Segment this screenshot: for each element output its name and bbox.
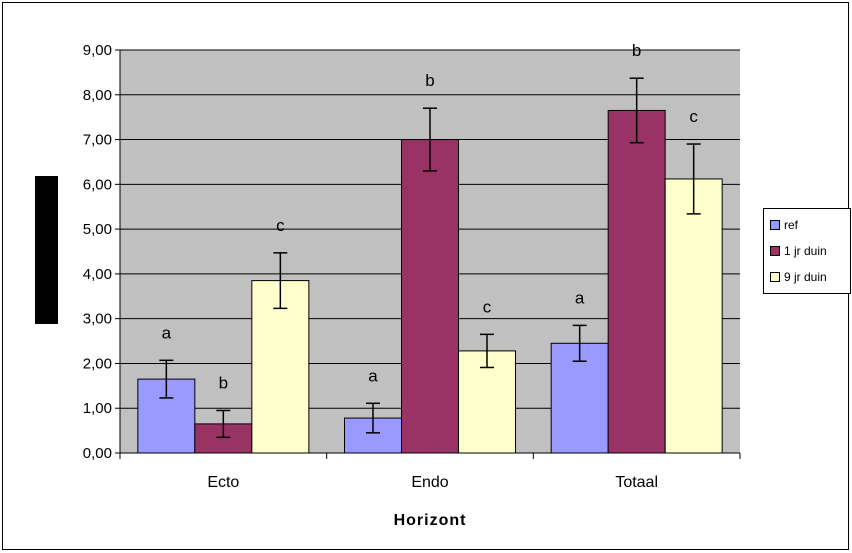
significance-letters: a b c a b c a b c: [162, 41, 699, 392]
legend-label-1-jr-duin: 1 jr duin: [784, 244, 827, 258]
y-tick-label: 2,00: [83, 355, 112, 372]
significance-letter: b: [425, 71, 434, 90]
x-axis-category-labels: Ecto Endo Totaal: [119, 453, 741, 491]
x-category-label: Totaal: [615, 474, 658, 491]
y-tick-label: 1,00: [83, 400, 112, 417]
significance-letter: b: [632, 41, 641, 60]
error-bars: [159, 77, 701, 439]
y-tick-label: 4,00: [83, 266, 112, 283]
legend-label-ref: ref: [784, 218, 799, 232]
y-tick-label: 6,00: [83, 176, 112, 193]
bars: [137, 109, 723, 454]
y-tick-label: 7,00: [83, 132, 112, 149]
significance-letter: b: [219, 373, 228, 392]
bar: [664, 178, 723, 454]
significance-letter: c: [276, 216, 285, 235]
legend-swatch-1-jr-duin: [770, 246, 780, 256]
legend-label-9-jr-duin: 9 jr duin: [784, 270, 827, 284]
y-tick-label: 3,00: [83, 311, 112, 328]
x-category-label: Endo: [411, 474, 448, 491]
legend-swatch-9-jr-duin: [770, 272, 780, 282]
significance-letter: c: [689, 107, 698, 126]
legend-swatch-ref: [770, 220, 780, 230]
significance-letter: a: [162, 323, 172, 342]
legend-item-1-jr-duin: 1 jr duin: [770, 243, 827, 259]
legend-item-9-jr-duin: 9 jr duin: [770, 269, 827, 285]
significance-letter: c: [483, 297, 492, 316]
significance-letter: a: [368, 366, 378, 385]
y-axis-title-block: [35, 176, 58, 324]
legend: ref 1 jr duin 9 jr duin: [763, 208, 851, 294]
bar: [607, 109, 666, 454]
x-category-label: Ecto: [207, 474, 239, 491]
y-tick-label: 8,00: [83, 87, 112, 104]
significance-letter: a: [575, 288, 585, 307]
x-axis-title: Horizont: [394, 512, 467, 529]
y-tick-label: 9,00: [83, 42, 112, 59]
y-tick-label: 0,00: [83, 445, 112, 462]
legend-item-ref: ref: [770, 217, 798, 233]
y-axis-tick-labels: 0,00 1,00 2,00 3,00 4,00 5,00 6,00 7,00 8,00 9,00: [83, 42, 120, 462]
y-tick-label: 5,00: [83, 221, 112, 238]
bar: [401, 139, 459, 454]
